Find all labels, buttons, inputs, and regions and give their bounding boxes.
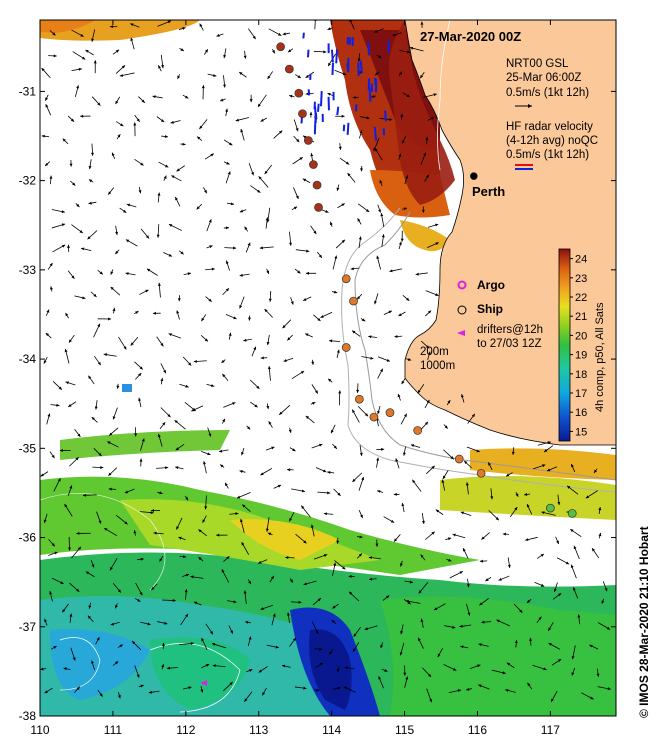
ship-station-marker [568, 509, 576, 517]
x-tick-label: 115 [395, 723, 414, 737]
ship-station-marker [355, 395, 363, 403]
hf-arrow [332, 50, 333, 62]
ship-station-marker [386, 409, 394, 417]
hf-arrow [336, 49, 337, 63]
ship-station-marker [370, 413, 378, 421]
contour-label-1000m: 1000m [420, 360, 455, 372]
colorbar-tick-label: 19 [575, 350, 587, 362]
colorbar-tick-label: 20 [575, 330, 587, 342]
ship-station-marker [414, 426, 422, 434]
contour-label-200m: 200m [420, 346, 449, 358]
ship-station-marker [350, 297, 358, 305]
colorbar-tick-label: 24 [575, 254, 587, 266]
ship-station-marker [277, 43, 285, 51]
colorbar-tick-label: 15 [575, 426, 587, 438]
ship-station-marker [342, 275, 350, 283]
city-label-perth: Perth [472, 184, 505, 199]
hf-arrow [385, 111, 386, 122]
colorbar-label: 4h comp, p50, All Sats [594, 302, 606, 412]
y-tick-label: -35 [19, 441, 37, 455]
y-tick-label: -34 [19, 352, 37, 366]
hf-arrow [375, 127, 376, 141]
hf-arrow [308, 50, 309, 58]
legend-argo-label: Argo [477, 278, 505, 292]
hf-arrow [318, 104, 319, 112]
legend-ship-label: Ship [477, 302, 503, 316]
colorbar-tick-label: 23 [575, 273, 587, 285]
hf-arrow [372, 84, 373, 92]
ship-station-marker [304, 136, 312, 144]
ship-station-marker [285, 65, 293, 73]
legend-gsl-line-1: NRT00 GSL [506, 58, 569, 70]
ship-station-marker [313, 181, 321, 189]
legend-drifter-line-2: to 27/03 12Z [477, 338, 542, 350]
x-tick-label: 111 [104, 723, 123, 737]
legend-hf-line-2: (4-12h avg) noQC [506, 135, 598, 147]
y-tick-label: -33 [19, 263, 37, 277]
x-tick-label: 114 [322, 723, 341, 737]
y-tick-label: -31 [19, 84, 37, 98]
x-tick-label: 116 [468, 723, 487, 737]
legend-gsl-line-3: 0.5m/s (1kt 12h) [506, 87, 589, 99]
legend-hf-line-1: HF radar velocity [506, 121, 593, 133]
x-tick-label: 110 [30, 723, 49, 737]
ship-station-marker [309, 161, 317, 169]
ship-station-marker [455, 455, 463, 463]
legend-hf-line-3: 0.5m/s (1kt 12h) [506, 149, 589, 161]
hf-arrow [337, 107, 338, 115]
hf-arrow [370, 87, 371, 101]
x-tick-label: 117 [541, 723, 560, 737]
y-tick-label: -37 [19, 620, 37, 634]
ship-station-marker [470, 173, 477, 180]
hf-arrow [361, 61, 362, 74]
x-tick-label: 113 [249, 723, 268, 737]
hf-arrow [303, 33, 304, 39]
hf-arrow [348, 123, 349, 135]
ship-station-marker [295, 89, 303, 97]
colorbar-tick-label: 22 [575, 292, 587, 304]
colorbar-gradient [559, 249, 570, 441]
ship-station-marker [315, 203, 323, 211]
hf-arrow [368, 42, 369, 55]
legend-gsl-line-2: 25-Mar 06:00Z [506, 72, 581, 84]
colorbar-tick-label: 16 [575, 407, 587, 419]
map-title: 27-Mar-2020 00Z [420, 29, 521, 44]
colorbar-tick-label: 17 [575, 388, 587, 400]
x-tick-label: 112 [176, 723, 195, 737]
colorbar-tick-label: 21 [575, 311, 587, 323]
y-tick-label: -32 [19, 174, 37, 188]
ship-station-marker [342, 343, 350, 351]
ship-station-marker [298, 110, 306, 118]
y-tick-label: -38 [19, 709, 37, 723]
credit-text: © IMOS 28-Mar-2020 21:10 Hobart [637, 526, 651, 718]
hf-arrow [309, 89, 310, 95]
colorbar-tick-label: 18 [575, 369, 587, 381]
hf-arrow [332, 63, 333, 75]
hf-arrow [321, 91, 322, 106]
ship-station-marker [546, 504, 554, 512]
ship-station-marker [477, 469, 485, 477]
legend-drifter-line-1: drifters@12h [477, 324, 543, 336]
y-tick-label: -36 [19, 531, 37, 545]
